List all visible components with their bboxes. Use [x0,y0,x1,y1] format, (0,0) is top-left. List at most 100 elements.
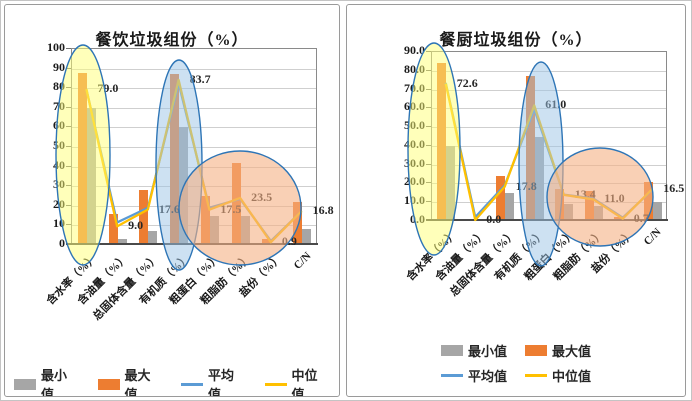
y-axis-tick [426,163,431,165]
chart-title: 餐饮垃圾组份（%） [95,32,249,50]
y-axis-tick-label: 100 [47,40,65,54]
gridline [432,202,666,204]
y-axis-tick-label: 40.0 [404,136,425,151]
max-bar [437,63,447,221]
chart-panel-canyin: 餐饮垃圾组份（%） 最小值 最大值 平均值 中位值 0 10 20 30 40 50 60 70 80… [4,4,340,397]
legend-label: 最大值 [124,368,151,397]
y-axis-tick [66,67,71,69]
legend-item-mean: 平均值 [440,366,507,385]
legend-item-max: 最大值 [525,341,591,360]
gridline [432,183,666,185]
gridline [72,186,316,188]
legend-label: 中位值 [291,368,318,397]
median-value-label: 0.9 [281,234,297,249]
gridline [432,70,666,72]
gridline [432,127,666,129]
x-axis-line [426,219,668,221]
legend-row: 最小值 最大值 平均值 中位值 [5,365,339,397]
legend-item-median: 中位值 [525,366,591,385]
max-bar [525,76,535,221]
y-axis-tick [66,146,71,147]
y-axis-tick-label: 50.0 [404,118,425,133]
min-bar [209,215,219,245]
legend-item-mean: 平均值 [181,365,247,397]
y-axis-tick [426,69,431,71]
min-bar [505,192,515,221]
legend-label: 最大值 [552,344,592,359]
gridline [72,205,316,207]
legend-bar-swatch [14,378,36,390]
y-axis-tick [66,87,71,89]
legend-item-min: 最小值 [14,365,80,396]
chart-legend: 最小值 最大值 平均值 中位值 [5,365,339,397]
legend-label: 平均值 [467,369,507,384]
y-axis-tick-label: 10 [53,216,65,231]
legend-row: 平均值 中位值 [432,366,600,385]
y-axis-tick-label: 20 [53,196,65,211]
y-axis-tick [426,144,431,146]
y-axis-tick [66,204,71,206]
gridline [72,68,316,70]
y-axis-tick [66,48,71,49]
median-value-label: 0.0 [486,212,502,226]
gridline [72,107,316,109]
median-value-label: 61.0 [545,97,567,112]
min-bar [179,127,189,245]
y-axis-tick [426,107,431,109]
y-axis-tick-label: 10.0 [404,193,425,208]
y-axis-tick-label: 20.0 [404,174,425,189]
median-value-label: 16.8 [312,203,334,218]
y-axis-tick-label: 0.0 [410,212,425,226]
median-value-label: 11.0 [604,191,625,206]
y-axis-tick [66,126,71,128]
legend-line-swatch [525,374,547,377]
median-value-label: 13.4 [574,186,596,201]
y-axis-tick [66,224,71,226]
max-bar [108,213,118,245]
median-value-label: 0.7 [633,210,649,225]
chart-legend: 最小值 最大值平均值 中位值 [347,341,685,385]
y-axis-tick-label: 40 [53,157,65,172]
legend-line-swatch [440,374,463,377]
min-bar [86,107,96,245]
y-axis-tick-label: 90.0 [404,43,425,57]
min-bar [240,215,250,245]
legend-label: 最小值 [467,344,507,359]
chart-panel-canchu: 餐厨垃圾组份（%） 最小值 最大值 平均值 中位值 0.0 10.0 20.0 30.0 40… [346,4,686,397]
y-axis-tick-label: 30 [53,177,65,192]
gridline [72,147,316,148]
y-axis-tick-label: 50 [53,138,65,152]
max-bar [200,196,210,245]
median-value-label: 17.6 [158,201,180,216]
min-bar [302,229,312,245]
y-axis-tick [426,88,431,90]
median-value-label: 79.0 [97,81,119,96]
y-axis-tick-label: 0 [59,236,65,250]
legend-item-max: 最大值 [97,365,164,397]
x-axis-line [66,243,318,245]
y-axis-tick-label: 80 [53,79,65,94]
min-bar [652,202,662,221]
gridline [72,127,316,129]
y-axis-tick-label: 80.0 [404,61,425,76]
y-axis-tick-label: 90 [53,59,65,74]
y-axis-tick [426,182,431,184]
legend-bar-swatch [97,378,120,390]
y-axis-tick [426,51,431,52]
gridline [432,164,666,166]
median-value-label: 23.5 [251,189,273,204]
y-axis-tick-label: 60.0 [404,99,425,114]
legend-label: 中位值 [552,369,592,384]
y-axis-tick [66,165,71,167]
median-value-label: 72.6 [456,75,478,90]
legend-label: 平均值 [208,368,235,397]
legend-line-swatch [264,382,287,386]
min-bar [446,145,456,221]
gridline [72,166,316,168]
max-bar [555,189,565,221]
legend-bar-swatch [525,345,547,356]
median-value-label: 17.5 [220,201,242,216]
median-value-label: 16.5 [663,181,685,196]
legend-row: 最小值 最大值 [432,341,600,360]
